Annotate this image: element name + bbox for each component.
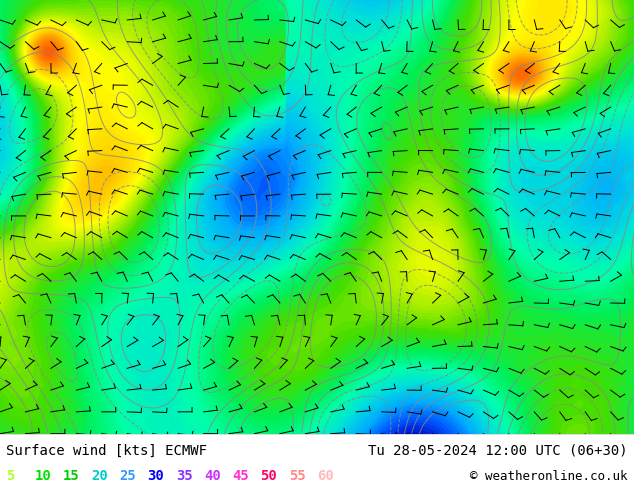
Text: 30: 30 (148, 469, 164, 483)
Text: 10: 10 (35, 469, 51, 483)
Text: 60: 60 (317, 469, 333, 483)
Text: 45: 45 (232, 469, 249, 483)
Text: 35: 35 (176, 469, 193, 483)
Text: 55: 55 (288, 469, 306, 483)
Text: 40: 40 (204, 469, 221, 483)
Text: 25: 25 (119, 469, 136, 483)
Text: 20: 20 (91, 469, 108, 483)
Text: 5: 5 (6, 469, 15, 483)
Text: © weatheronline.co.uk: © weatheronline.co.uk (470, 470, 628, 483)
Text: 50: 50 (261, 469, 277, 483)
Text: Surface wind [kts] ECMWF: Surface wind [kts] ECMWF (6, 444, 207, 458)
Text: Tu 28-05-2024 12:00 UTC (06+30): Tu 28-05-2024 12:00 UTC (06+30) (368, 444, 628, 458)
Text: 15: 15 (63, 469, 80, 483)
